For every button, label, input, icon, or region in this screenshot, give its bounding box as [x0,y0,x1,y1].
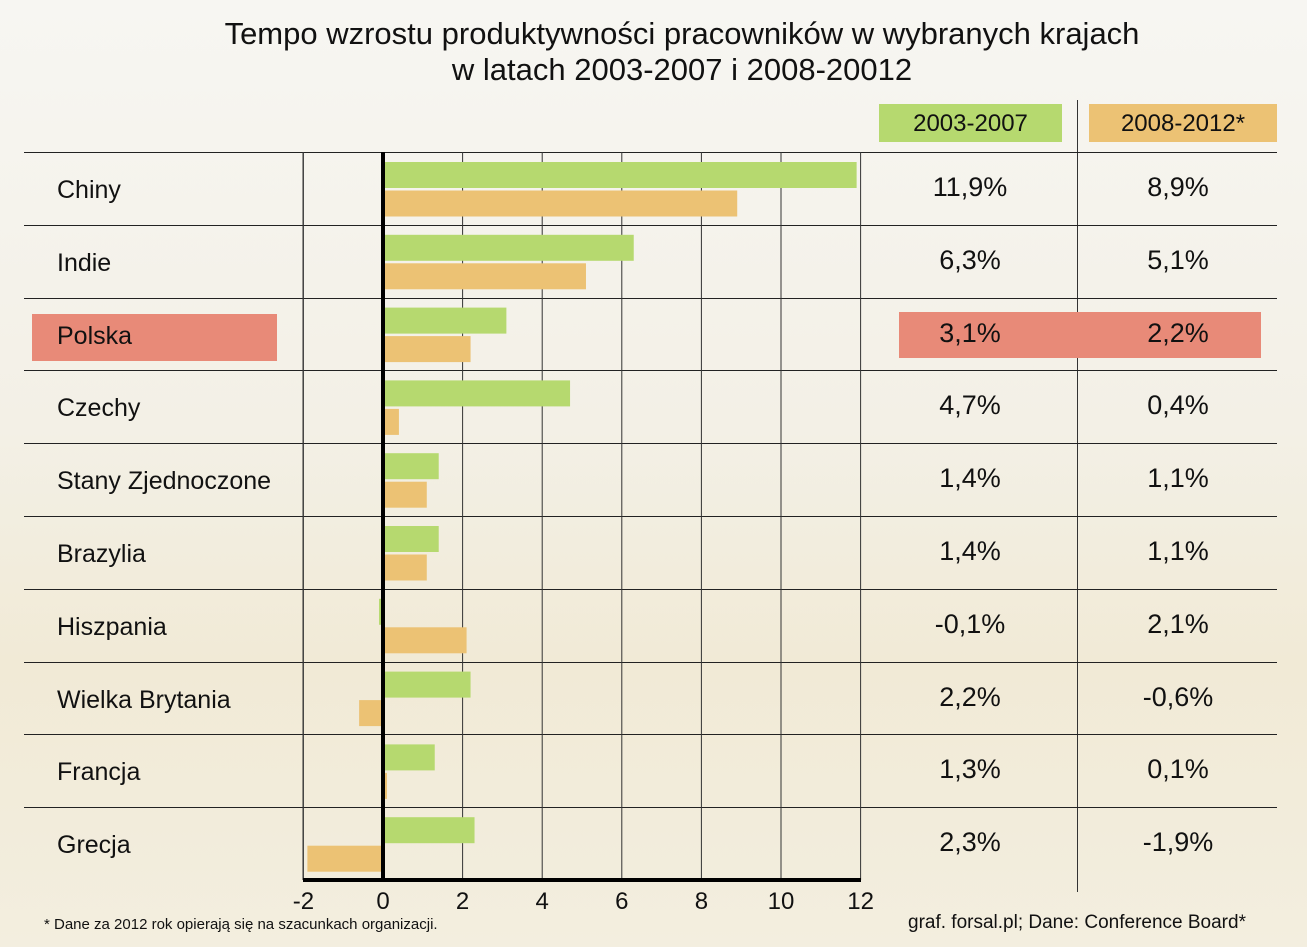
bar-2008-2012 [383,481,427,508]
value-2008-2012: 0,4% [1147,390,1209,420]
country-label: Indie [57,249,112,277]
country-label: Wielka Brytania [57,686,231,714]
bar-2003-2007 [383,162,857,188]
bar-2003-2007 [383,380,571,407]
value-2003-2007: 4,7% [939,390,1001,420]
row-divider [24,298,1277,299]
country-label: Stany Zjednoczone [57,467,272,495]
country-label: Czechy [57,394,141,422]
chart-title: Tempo wzrostu produktywności pracowników… [0,16,1307,88]
value-2003-2007: 1,3% [939,754,1001,784]
row-divider [24,807,1277,808]
bar-2003-2007 [383,453,439,480]
row-divider [24,516,1277,517]
x-tick-label: 10 [767,888,795,915]
value-2008-2012: 5,1% [1147,245,1209,275]
bar-2008-2012 [383,263,586,290]
value-2003-2007: 6,3% [939,245,1001,275]
country-label: Brazylia [57,540,146,568]
bar-2003-2007 [383,817,475,844]
bar-2003-2007 [383,671,471,698]
x-tick-label: 8 [694,888,709,915]
bar-2008-2012 [383,336,471,363]
x-tick-label: 4 [535,888,549,915]
x-tick-label: -2 [292,888,315,915]
row-divider [24,225,1277,226]
value-2008-2012: 2,2% [1147,318,1209,348]
footnote: * Dane za 2012 rok opierają się na szacu… [44,916,438,933]
country-label: Francja [57,758,141,786]
bar-2003-2007 [383,526,439,552]
bar-2008-2012 [383,554,427,581]
highlight-label-bg [32,314,277,361]
legend-2008-2012: 2008-2012* [1089,104,1277,142]
bar-2008-2012 [383,190,738,217]
title-line-1: Tempo wzrostu produktywności pracowników… [224,16,1140,51]
highlight-values-bg [899,312,1261,358]
country-label: Polska [57,322,133,350]
value-2003-2007: 2,2% [939,682,1001,712]
value-2008-2012: 8,9% [1147,172,1209,202]
value-2003-2007: 1,4% [939,463,1001,493]
x-tick-label: 6 [615,888,629,915]
country-label: Hiszpania [57,613,167,641]
value-2003-2007: 2,3% [939,827,1001,857]
row-divider [24,443,1277,444]
value-2003-2007: 11,9% [932,172,1008,202]
bar-2008-2012 [307,845,383,872]
value-2008-2012: 0,1% [1147,754,1209,784]
row-divider [24,734,1277,735]
value-2003-2007: -0,1% [934,609,1006,639]
value-2008-2012: -1,9% [1142,827,1214,857]
source-credit: graf. forsal.pl; Dane: Conference Board* [908,912,1246,933]
legend-2003-2007: 2003-2007 [879,104,1062,142]
bar-2003-2007 [383,234,634,261]
value-2003-2007: 1,4% [939,536,1001,566]
row-divider [24,152,1277,153]
bar-2003-2007 [383,307,507,334]
title-line-2: w latach 2003-2007 i 2008-20012 [451,52,913,87]
value-2008-2012: 1,1% [1147,536,1209,566]
country-label: Chiny [57,176,121,204]
value-2003-2007: 3,1% [939,318,1001,348]
value-2008-2012: 2,1% [1147,609,1209,639]
x-tick-label: 0 [376,888,390,915]
x-tick-label: 2 [455,888,470,915]
country-label: Grecja [57,831,131,859]
row-divider [24,662,1277,663]
row-divider [24,589,1277,590]
bar-2008-2012 [383,408,399,435]
bar-2003-2007 [383,744,435,771]
value-2008-2012: -0,6% [1142,682,1214,712]
row-divider [24,370,1277,371]
value-2008-2012: 1,1% [1147,463,1209,493]
bar-2008-2012 [359,700,383,727]
bar-2008-2012 [383,627,467,654]
column-divider [1077,100,1078,892]
x-tick-label: 12 [847,888,874,915]
